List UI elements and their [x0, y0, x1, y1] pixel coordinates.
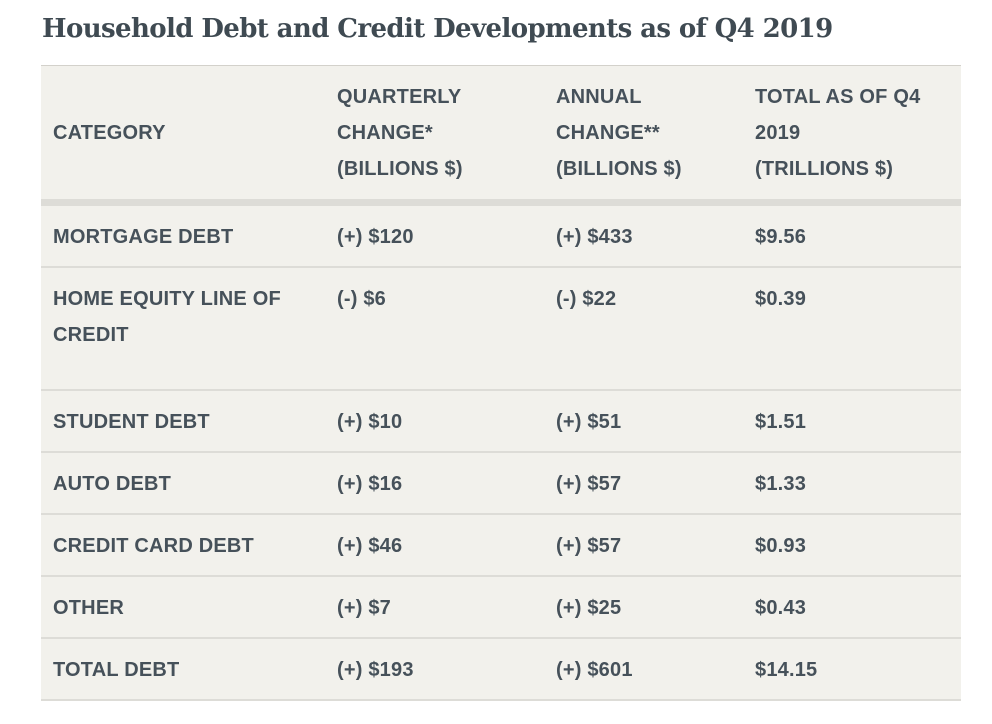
header-annual-line-3: (BILLIONS $) [556, 157, 682, 180]
row-annual-change: (+) $433 [543, 202, 742, 268]
header-quarterly-line-1: QUARTERLY [337, 85, 462, 108]
row-category: CREDIT CARD DEBT [41, 514, 324, 577]
row-quarterly-change: (-) $6 [324, 267, 543, 391]
debt-table: CATEGORY QUARTERLY CHANGE* (BILLIONS $) … [41, 66, 961, 701]
row-category: OTHER [41, 576, 324, 639]
header-total-line-3: (TRILLIONS $) [755, 157, 894, 180]
row-total: $1.51 [742, 390, 961, 453]
row-quarterly-change: (+) $46 [324, 514, 543, 577]
row-category: HOME EQUITY LINE OF CREDIT [41, 267, 324, 391]
debt-table-container: CATEGORY QUARTERLY CHANGE* (BILLIONS $) … [41, 65, 961, 701]
row-quarterly-change: (+) $16 [324, 452, 543, 515]
row-quarterly-change: (+) $7 [324, 576, 543, 639]
header-total-line-2: 2019 [755, 121, 801, 144]
row-annual-change: (-) $22 [543, 267, 742, 391]
table-row: STUDENT DEBT (+) $10 (+) $51 $1.51 [41, 390, 961, 453]
header-total-line-1: TOTAL AS OF Q4 [755, 85, 921, 108]
header-quarterly-line-3: (BILLIONS $) [337, 157, 463, 180]
row-annual-change: (+) $25 [543, 576, 742, 639]
row-quarterly-change: (+) $193 [324, 638, 543, 701]
header-category-line: CATEGORY [53, 121, 166, 144]
table-row: HOME EQUITY LINE OF CREDIT (-) $6 (-) $2… [41, 267, 961, 391]
row-category: MORTGAGE DEBT [41, 202, 324, 268]
row-total: $14.15 [742, 638, 961, 701]
header-annual-line-2: CHANGE** [556, 121, 660, 144]
row-annual-change: (+) $601 [543, 638, 742, 701]
table-row: AUTO DEBT (+) $16 (+) $57 $1.33 [41, 452, 961, 515]
page-title: Household Debt and Credit Developments a… [42, 14, 833, 44]
row-total: $0.93 [742, 514, 961, 577]
header-total: TOTAL AS OF Q4 2019 (TRILLIONS $) [742, 66, 961, 206]
table-row: MORTGAGE DEBT (+) $120 (+) $433 $9.56 [41, 202, 961, 268]
row-annual-change: (+) $57 [543, 514, 742, 577]
row-total: $0.39 [742, 267, 961, 391]
header-category: CATEGORY [41, 66, 324, 206]
row-total: $1.33 [742, 452, 961, 515]
row-quarterly-change: (+) $10 [324, 390, 543, 453]
row-total: $0.43 [742, 576, 961, 639]
table-row: OTHER (+) $7 (+) $25 $0.43 [41, 576, 961, 639]
row-annual-change: (+) $51 [543, 390, 742, 453]
row-quarterly-change: (+) $120 [324, 202, 543, 268]
header-quarterly-change: QUARTERLY CHANGE* (BILLIONS $) [324, 66, 543, 206]
header-annual-line-1: ANNUAL [556, 85, 642, 108]
row-category: STUDENT DEBT [41, 390, 324, 453]
header-annual-change: ANNUAL CHANGE** (BILLIONS $) [543, 66, 742, 206]
table-row: CREDIT CARD DEBT (+) $46 (+) $57 $0.93 [41, 514, 961, 577]
row-annual-change: (+) $57 [543, 452, 742, 515]
table-row-total: TOTAL DEBT (+) $193 (+) $601 $14.15 [41, 638, 961, 701]
table-header-row: CATEGORY QUARTERLY CHANGE* (BILLIONS $) … [41, 66, 961, 206]
row-total: $9.56 [742, 202, 961, 268]
row-category: AUTO DEBT [41, 452, 324, 515]
header-quarterly-line-2: CHANGE* [337, 121, 433, 144]
row-category: TOTAL DEBT [41, 638, 324, 701]
